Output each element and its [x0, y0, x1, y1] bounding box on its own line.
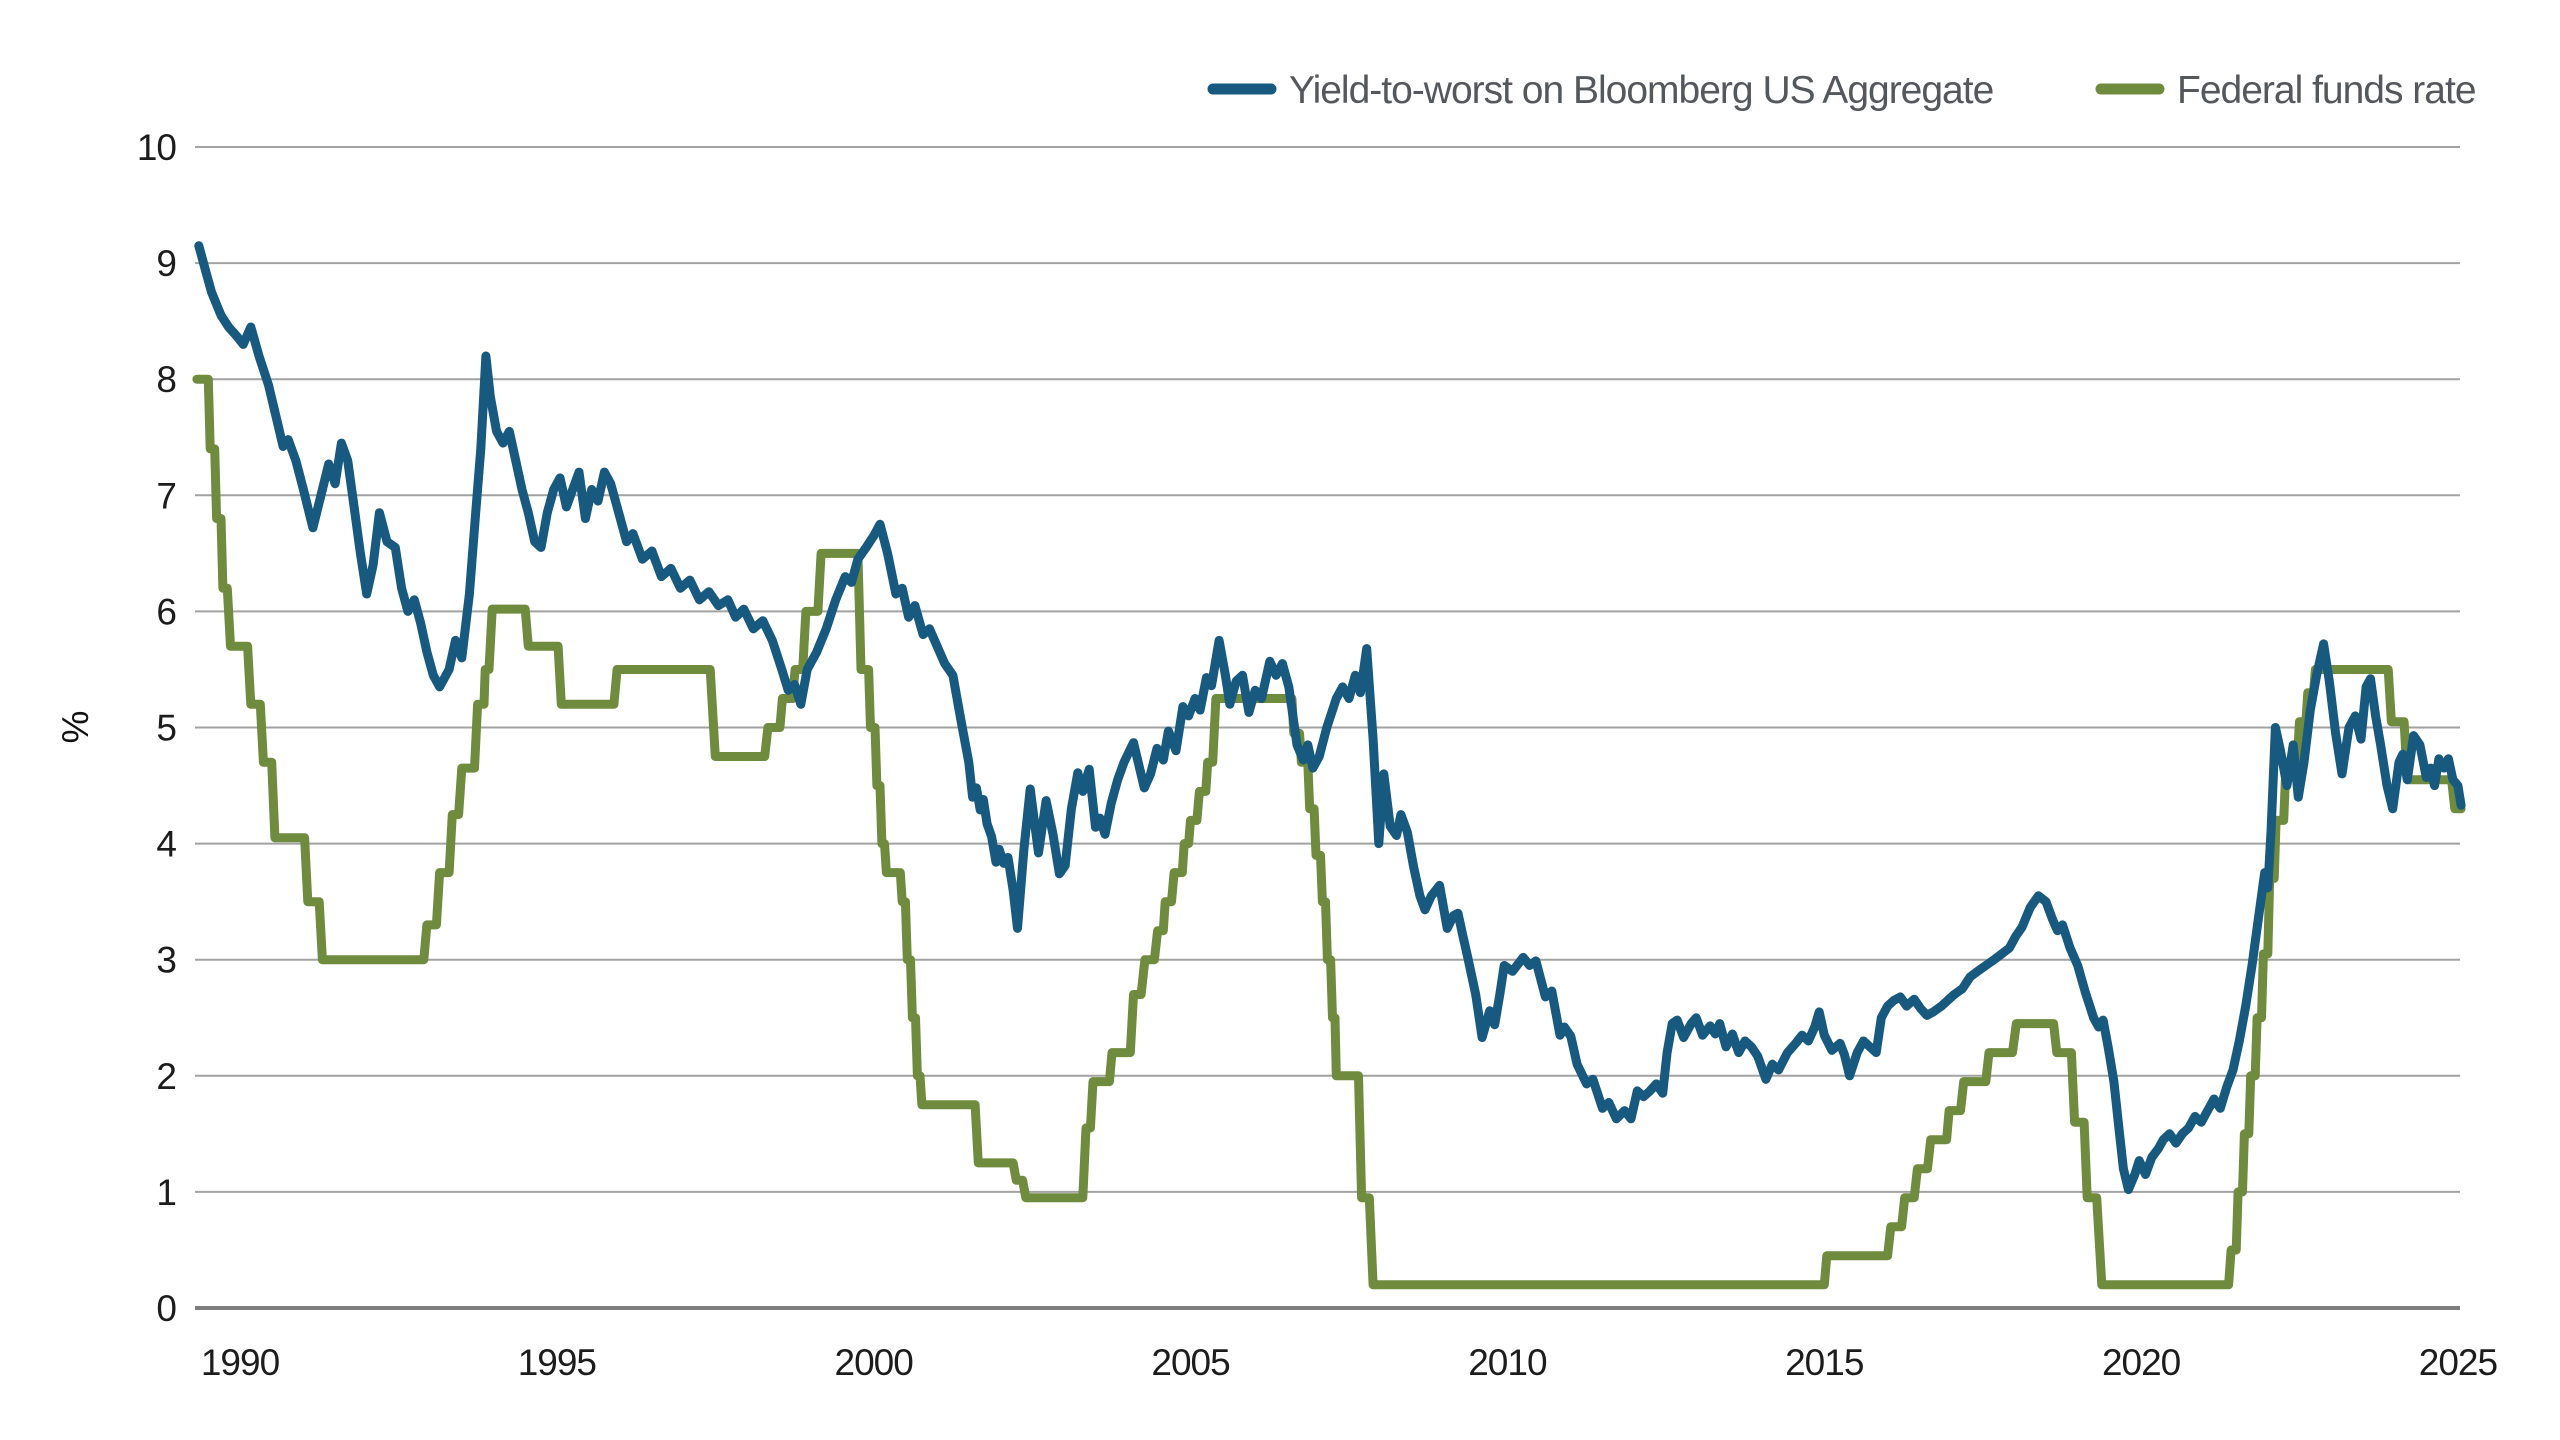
- x-tick-label: 1995: [518, 1342, 597, 1383]
- y-tick-label: 8: [156, 359, 176, 400]
- y-tick-label: 2: [156, 1056, 176, 1097]
- x-axis-tick-labels: 1990 1995 2000 2005 2010 2015 2020 2025: [201, 1342, 2499, 1383]
- y-axis-tick-labels: 0 1 2 3 4 5 6 7 8 9 10: [137, 127, 178, 1329]
- y-tick-label: 0: [156, 1288, 176, 1329]
- y-tick-label: 9: [156, 243, 176, 284]
- legend-label-fed-funds: Federal funds rate: [2177, 69, 2476, 112]
- y-tick-label: 10: [137, 127, 177, 168]
- yield-to-worst-line: [194, 241, 2466, 1195]
- x-tick-label: 2020: [2102, 1342, 2181, 1383]
- fed-funds-rate-line: [192, 374, 2466, 1290]
- x-tick-label: 2025: [2419, 1342, 2498, 1383]
- x-tick-label: 1990: [201, 1342, 280, 1383]
- x-tick-label: 2000: [835, 1342, 914, 1383]
- y-tick-label: 3: [156, 940, 176, 981]
- y-tick-label: 5: [156, 708, 176, 749]
- legend-label-yield: Yield-to-worst on Bloomberg US Aggregate: [1289, 69, 1993, 112]
- legend-item-fed-funds: Federal funds rate: [2095, 69, 2477, 112]
- x-tick-label: 2015: [1785, 1342, 1864, 1383]
- y-tick-label: 6: [156, 591, 176, 632]
- x-tick-label: 2005: [1151, 1342, 1230, 1383]
- legend-item-yield: Yield-to-worst on Bloomberg US Aggregate: [1207, 69, 1994, 112]
- y-tick-label: 4: [156, 824, 176, 865]
- x-tick-label: 2010: [1468, 1342, 1547, 1383]
- y-axis-title: %: [55, 711, 96, 744]
- gridlines: [195, 146, 2460, 1193]
- legend: Yield-to-worst on Bloomberg US Aggregate…: [1207, 69, 2477, 112]
- y-tick-label: 7: [156, 475, 176, 516]
- y-tick-label: 1: [156, 1172, 176, 1213]
